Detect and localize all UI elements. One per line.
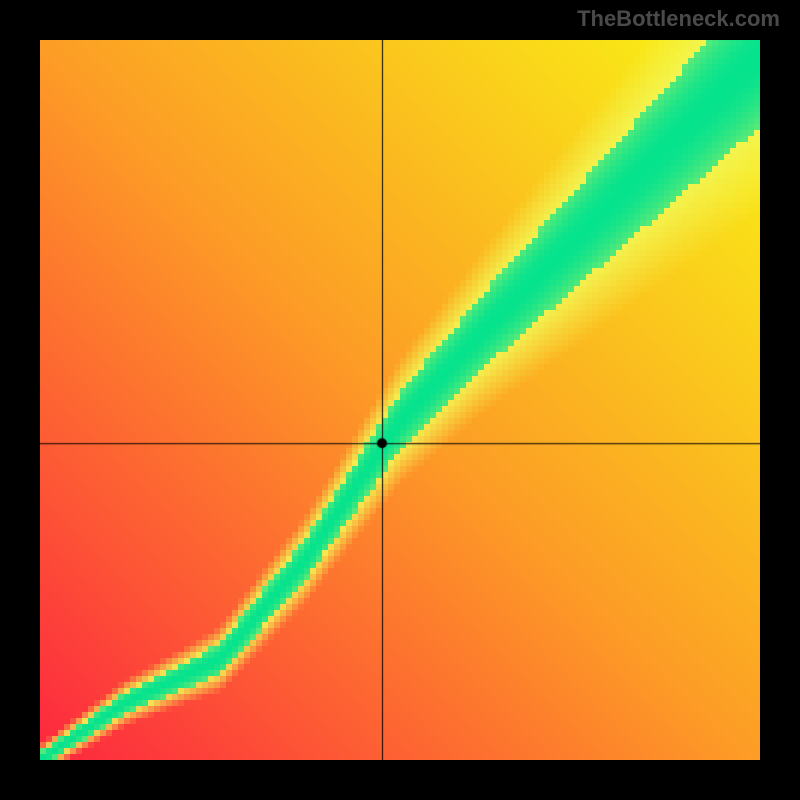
chart-container: { "watermark": { "text": "TheBottleneck.… (0, 0, 800, 800)
watermark-text: TheBottleneck.com (577, 6, 780, 32)
heatmap-canvas (40, 40, 760, 760)
